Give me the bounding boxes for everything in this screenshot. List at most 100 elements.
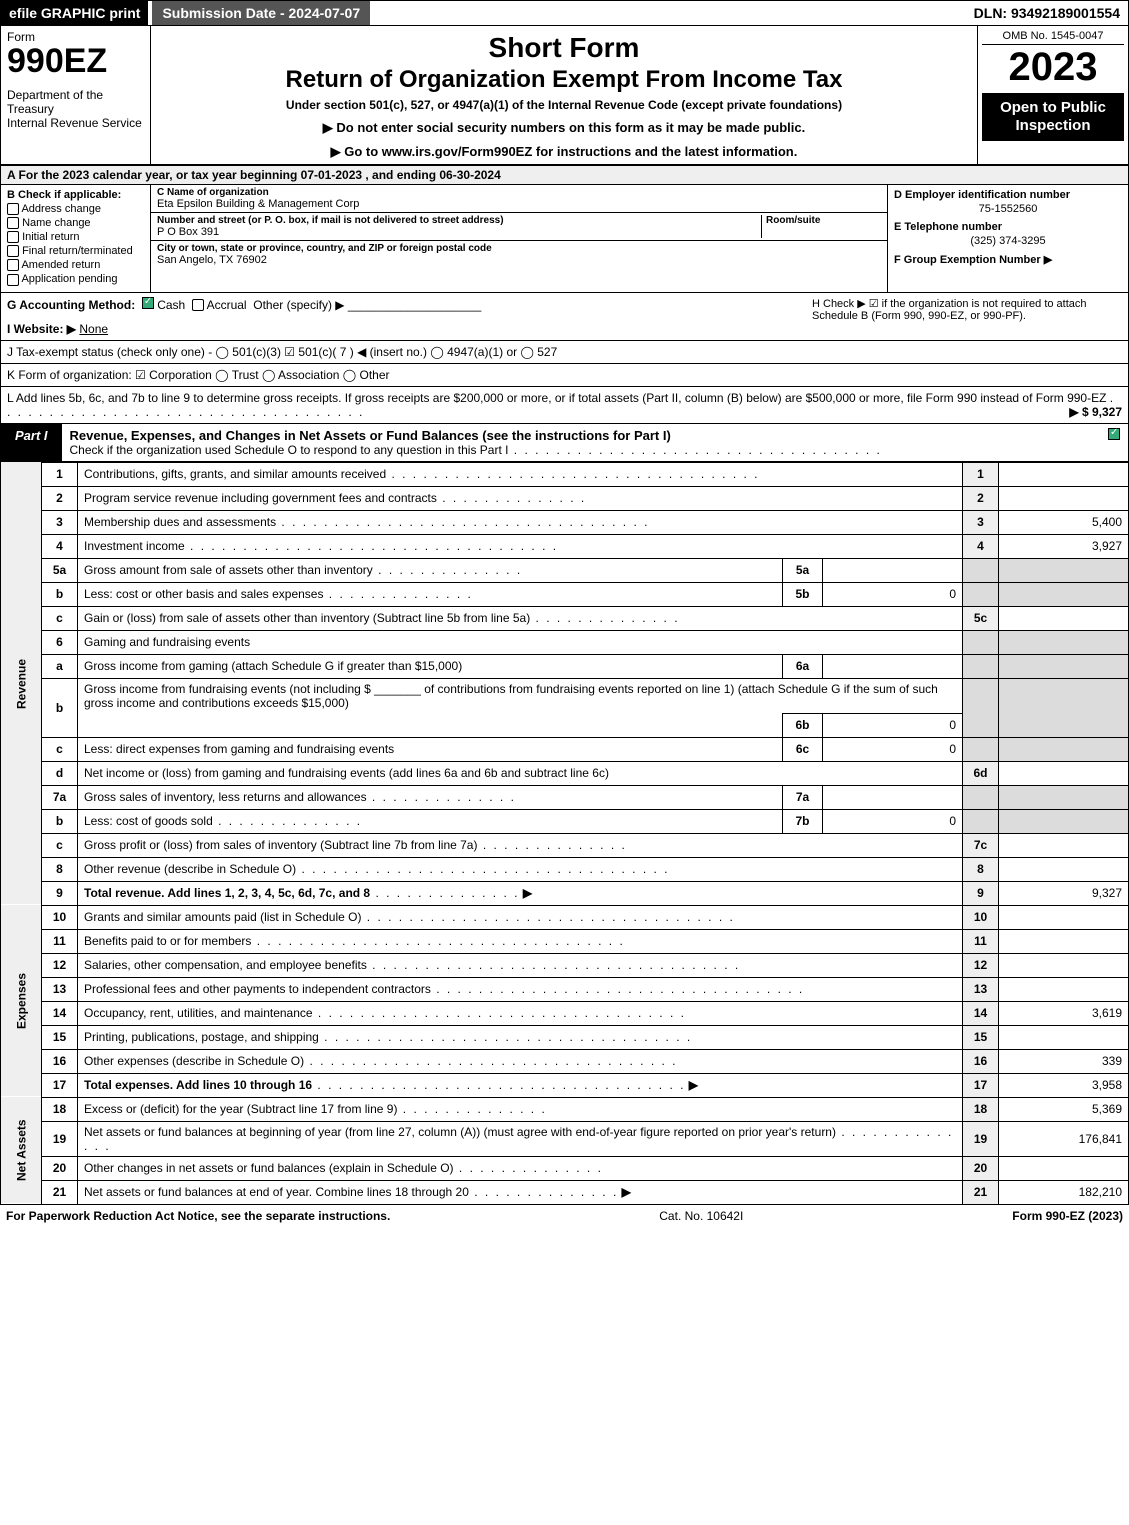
expenses-side-label: Expenses	[1, 905, 42, 1097]
check-name-change[interactable]: Name change	[7, 217, 144, 229]
ssn-warning: ▶ Do not enter social security numbers o…	[171, 120, 957, 136]
short-form-title: Short Form	[171, 32, 957, 64]
gh-row: G Accounting Method: Cash Accrual Other …	[0, 293, 1129, 341]
c-name-label: C Name of organization	[157, 187, 881, 198]
open-public-badge: Open to Public Inspection	[982, 93, 1124, 141]
part-i-header: Part I Revenue, Expenses, and Changes in…	[0, 424, 1129, 462]
table-row: c Gross profit or (loss) from sales of i…	[1, 833, 1129, 857]
l-amount: ▶ $ 9,327	[1069, 405, 1122, 419]
table-row: 17 Total expenses. Add lines 10 through …	[1, 1073, 1129, 1097]
col-c-org: C Name of organization Eta Epsilon Build…	[151, 185, 888, 292]
revenue-side-label: Revenue	[1, 462, 42, 905]
c-addr-label: Number and street (or P. O. box, if mail…	[157, 215, 761, 226]
table-row: 19 Net assets or fund balances at beginn…	[1, 1121, 1129, 1156]
val-6b: 0	[823, 713, 963, 737]
table-row: 8 Other revenue (describe in Schedule O)…	[1, 857, 1129, 881]
b-title: B Check if applicable:	[7, 189, 144, 201]
netassets-side-label: Net Assets	[1, 1097, 42, 1204]
org-city: San Angelo, TX 76902	[157, 254, 881, 266]
table-row: Expenses 10 Grants and similar amounts p…	[1, 905, 1129, 929]
table-row: 12 Salaries, other compensation, and emp…	[1, 953, 1129, 977]
room-label: Room/suite	[766, 215, 881, 226]
table-row: 4 Investment income 4 3,927	[1, 534, 1129, 558]
val-16: 339	[999, 1049, 1129, 1073]
line-a: A For the 2023 calendar year, or tax yea…	[0, 166, 1129, 185]
part-i-title: Revenue, Expenses, and Changes in Net As…	[62, 424, 1100, 461]
table-row: 15 Printing, publications, postage, and …	[1, 1025, 1129, 1049]
table-row: b Less: cost of goods sold 7b 0	[1, 809, 1129, 833]
check-initial-return[interactable]: Initial return	[7, 231, 144, 243]
form-number: 990EZ	[7, 44, 144, 78]
table-row: 21 Net assets or fund balances at end of…	[1, 1180, 1129, 1204]
col-b-checks: B Check if applicable: Address change Na…	[1, 185, 151, 292]
val-1	[999, 462, 1129, 486]
val-4: 3,927	[999, 534, 1129, 558]
omb-number: OMB No. 1545-0047	[982, 30, 1124, 45]
val-5b: 0	[823, 582, 963, 606]
table-row: 11 Benefits paid to or for members 11	[1, 929, 1129, 953]
table-row: b Gross income from fundraising events (…	[1, 678, 1129, 713]
table-row: 7a Gross sales of inventory, less return…	[1, 785, 1129, 809]
footer-catno: Cat. No. 10642I	[390, 1209, 1012, 1223]
d-ein-label: D Employer identification number	[894, 189, 1122, 201]
val-19: 176,841	[999, 1121, 1129, 1156]
val-2	[999, 486, 1129, 510]
check-application-pending[interactable]: Application pending	[7, 273, 144, 285]
check-address-change[interactable]: Address change	[7, 203, 144, 215]
year-block: OMB No. 1545-0047 2023 Open to Public In…	[978, 26, 1128, 164]
col-d-ein: D Employer identification number 75-1552…	[888, 185, 1128, 292]
part-i-table: Revenue 1 Contributions, gifts, grants, …	[0, 462, 1129, 1205]
table-row: 2 Program service revenue including gove…	[1, 486, 1129, 510]
k-form-org: K Form of organization: ☑ Corporation ◯ …	[0, 364, 1129, 387]
val-7b: 0	[823, 809, 963, 833]
goto-link[interactable]: ▶ Go to www.irs.gov/Form990EZ for instru…	[171, 144, 957, 160]
check-accrual[interactable]	[192, 299, 204, 311]
under-section: Under section 501(c), 527, or 4947(a)(1)…	[171, 98, 957, 112]
e-tel-label: E Telephone number	[894, 221, 1122, 233]
val-9: 9,327	[999, 881, 1129, 905]
table-row: 13 Professional fees and other payments …	[1, 977, 1129, 1001]
ein-value: 75-1552560	[894, 203, 1122, 215]
table-row: a Gross income from gaming (attach Sched…	[1, 654, 1129, 678]
g-accounting: G Accounting Method: Cash Accrual Other …	[7, 297, 812, 336]
val-17: 3,958	[999, 1073, 1129, 1097]
table-row: b Less: cost or other basis and sales ex…	[1, 582, 1129, 606]
org-address: P O Box 391	[157, 226, 761, 238]
part-i-check[interactable]	[1100, 424, 1128, 461]
form-title-block: Short Form Return of Organization Exempt…	[151, 26, 978, 164]
val-14: 3,619	[999, 1001, 1129, 1025]
table-row: 6b 0	[1, 713, 1129, 737]
efile-print-button[interactable]: efile GRAPHIC print	[1, 1, 148, 25]
page-footer: For Paperwork Reduction Act Notice, see …	[0, 1205, 1129, 1227]
val-3: 5,400	[999, 510, 1129, 534]
org-name: Eta Epsilon Building & Management Corp	[157, 198, 881, 210]
tax-year: 2023	[982, 45, 1124, 89]
footer-left: For Paperwork Reduction Act Notice, see …	[6, 1209, 390, 1223]
check-cash[interactable]	[142, 297, 154, 309]
val-18: 5,369	[999, 1097, 1129, 1121]
check-amended-return[interactable]: Amended return	[7, 259, 144, 271]
table-row: c Gain or (loss) from sale of assets oth…	[1, 606, 1129, 630]
form-id-block: Form 990EZ Department of the Treasury In…	[1, 26, 151, 164]
footer-formno: Form 990-EZ (2023)	[1012, 1209, 1123, 1223]
table-row: 3 Membership dues and assessments 3 5,40…	[1, 510, 1129, 534]
part-i-label: Part I	[1, 424, 62, 461]
j-tax-exempt: J Tax-exempt status (check only one) - ◯…	[0, 341, 1129, 364]
l-gross-receipts: L Add lines 5b, 6c, and 7b to line 9 to …	[0, 387, 1129, 424]
table-row: 5a Gross amount from sale of assets othe…	[1, 558, 1129, 582]
val-6c: 0	[823, 737, 963, 761]
check-final-return[interactable]: Final return/terminated	[7, 245, 144, 257]
table-row: d Net income or (loss) from gaming and f…	[1, 761, 1129, 785]
tel-value: (325) 374-3295	[894, 235, 1122, 247]
website-value: None	[79, 322, 108, 336]
i-website-label: I Website: ▶	[7, 322, 76, 336]
return-title: Return of Organization Exempt From Incom…	[171, 66, 957, 94]
dept-treasury: Department of the Treasury Internal Reve…	[7, 88, 144, 130]
table-row: 20 Other changes in net assets or fund b…	[1, 1156, 1129, 1180]
table-row: 9 Total revenue. Add lines 1, 2, 3, 4, 5…	[1, 881, 1129, 905]
h-schedule-b: H Check ▶ ☑ if the organization is not r…	[812, 297, 1122, 336]
table-row: Net Assets 18 Excess or (deficit) for th…	[1, 1097, 1129, 1121]
info-block: B Check if applicable: Address change Na…	[0, 185, 1129, 293]
c-city-label: City or town, state or province, country…	[157, 243, 881, 254]
form-header: Form 990EZ Department of the Treasury In…	[0, 26, 1129, 166]
